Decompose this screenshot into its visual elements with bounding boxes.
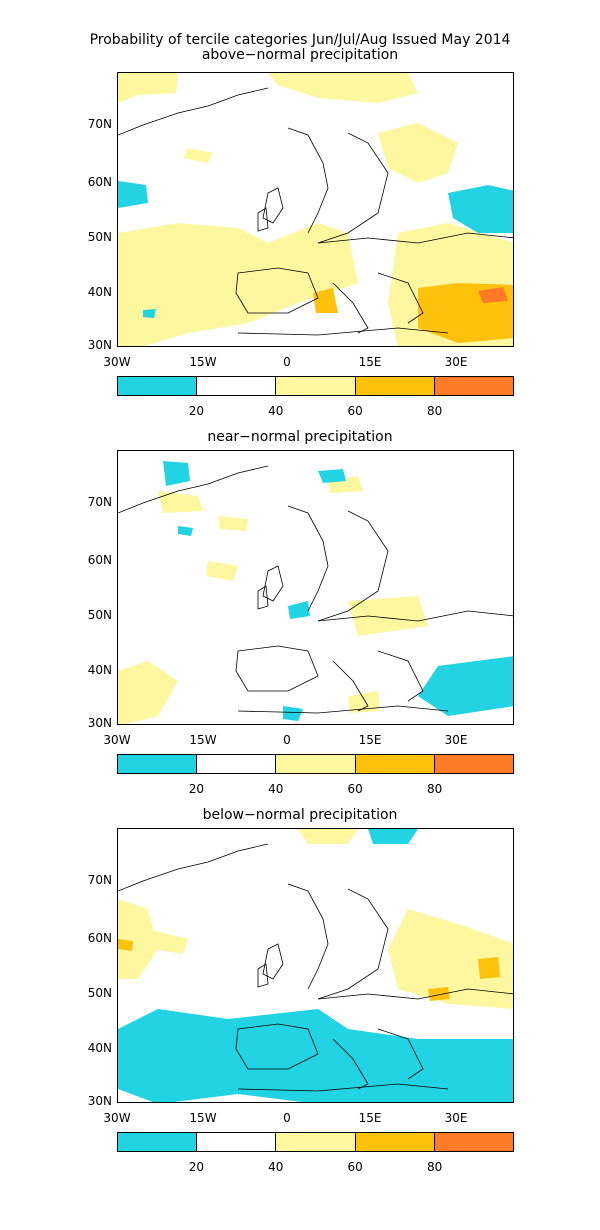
colorbar-label: 60: [347, 404, 363, 418]
colorbar-swatch: [276, 377, 356, 395]
colorbar-label: 40: [268, 782, 284, 796]
colorbar-label: 20: [188, 404, 205, 418]
figure-title: Probability of tercile categories Jun/Ju…: [89, 32, 511, 48]
colorbar-swatch: [118, 755, 198, 773]
lat-label: 70N: [87, 495, 112, 509]
lat-label: 30N: [87, 338, 112, 352]
lon-label: 30E: [444, 733, 468, 747]
colorbar-label: 40: [268, 1160, 284, 1174]
colorbar: [117, 1132, 514, 1152]
lat-label: 70N: [87, 117, 112, 131]
colorbar-label: 60: [347, 782, 363, 796]
colorbar-label: 60: [347, 1160, 363, 1174]
lat-label: 60N: [87, 553, 112, 567]
colorbar-label: 20: [188, 1160, 205, 1174]
lat-label: 50N: [87, 608, 112, 622]
colorbar-label: 80: [426, 404, 443, 418]
colorbar-swatch: [434, 755, 514, 773]
lat-label: 50N: [87, 230, 112, 244]
lon-label: 30W: [103, 1111, 131, 1125]
lat-label: 30N: [87, 716, 112, 730]
lat-label: 30N: [87, 1094, 112, 1108]
lon-label: 15E: [358, 355, 382, 369]
lon-label: 15W: [189, 733, 217, 747]
lon-label: 30E: [444, 355, 468, 369]
panel-title-above: above−normal precipitation: [201, 47, 399, 63]
colorbar-swatch: [355, 755, 435, 773]
colorbar-swatch: [276, 1133, 356, 1151]
colorbar-swatch: [434, 1133, 514, 1151]
lon-label: 15E: [358, 1111, 382, 1125]
lon-label: 30E: [444, 1111, 468, 1125]
colorbar-swatch: [118, 377, 198, 395]
colorbar-label: 40: [268, 404, 284, 418]
lon-label: 30W: [103, 733, 131, 747]
colorbar-swatch: [355, 377, 435, 395]
lon-label: 0: [283, 733, 291, 747]
lat-label: 60N: [87, 931, 112, 945]
lat-label: 50N: [87, 986, 112, 1000]
lon-label: 15E: [358, 733, 382, 747]
lon-label: 0: [283, 1111, 291, 1125]
colorbar-swatch: [434, 377, 514, 395]
lat-label: 70N: [87, 873, 112, 887]
colorbar-swatch: [118, 1133, 198, 1151]
lon-label: 30W: [103, 355, 131, 369]
colorbar-swatch: [197, 377, 277, 395]
map-near-normal: [117, 450, 514, 725]
colorbar-label: 80: [426, 1160, 443, 1174]
colorbar-swatch: [355, 1133, 435, 1151]
lon-label: 15W: [189, 1111, 217, 1125]
colorbar-swatch: [197, 755, 277, 773]
lat-label: 40N: [87, 663, 112, 677]
colorbar: [117, 754, 514, 774]
lat-label: 40N: [87, 1041, 112, 1055]
colorbar-swatch: [197, 1133, 277, 1151]
colorbar-swatch: [276, 755, 356, 773]
colorbar: [117, 376, 514, 396]
lon-label: 0: [283, 355, 291, 369]
panel-title-near: near−normal precipitation: [207, 429, 393, 445]
lat-label: 60N: [87, 175, 112, 189]
panel-title-below: below−normal precipitation: [202, 807, 398, 823]
colorbar-label: 20: [188, 782, 205, 796]
map-below-normal: [117, 828, 514, 1103]
lat-label: 40N: [87, 285, 112, 299]
map-above-normal: [117, 72, 514, 347]
lon-label: 15W: [189, 355, 217, 369]
colorbar-label: 80: [426, 782, 443, 796]
